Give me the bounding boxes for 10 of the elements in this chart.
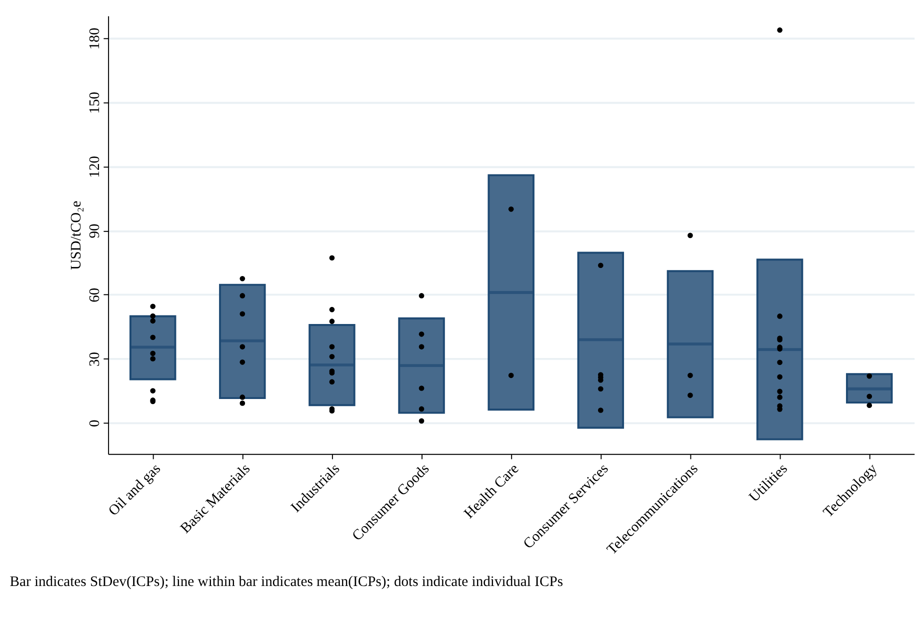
y-tick-label: 60	[86, 288, 103, 302]
y-tick-label: 180	[86, 28, 103, 50]
text: Bar indicates StDev(ICPs); line within bar indicates mean(ICPs); dots indicate individual ICPs	[10, 574, 564, 590]
y-tick-label: 30	[86, 352, 103, 367]
y-axis-title: USD/tCO₂e	[68, 200, 84, 270]
y-tick-label: 150	[86, 92, 103, 114]
y-tick-label: 0	[86, 420, 103, 427]
x-tick-label: Oil and gas	[106, 460, 164, 520]
y-tick-label: 90	[86, 224, 103, 238]
y-tick-label: 120	[86, 156, 103, 178]
